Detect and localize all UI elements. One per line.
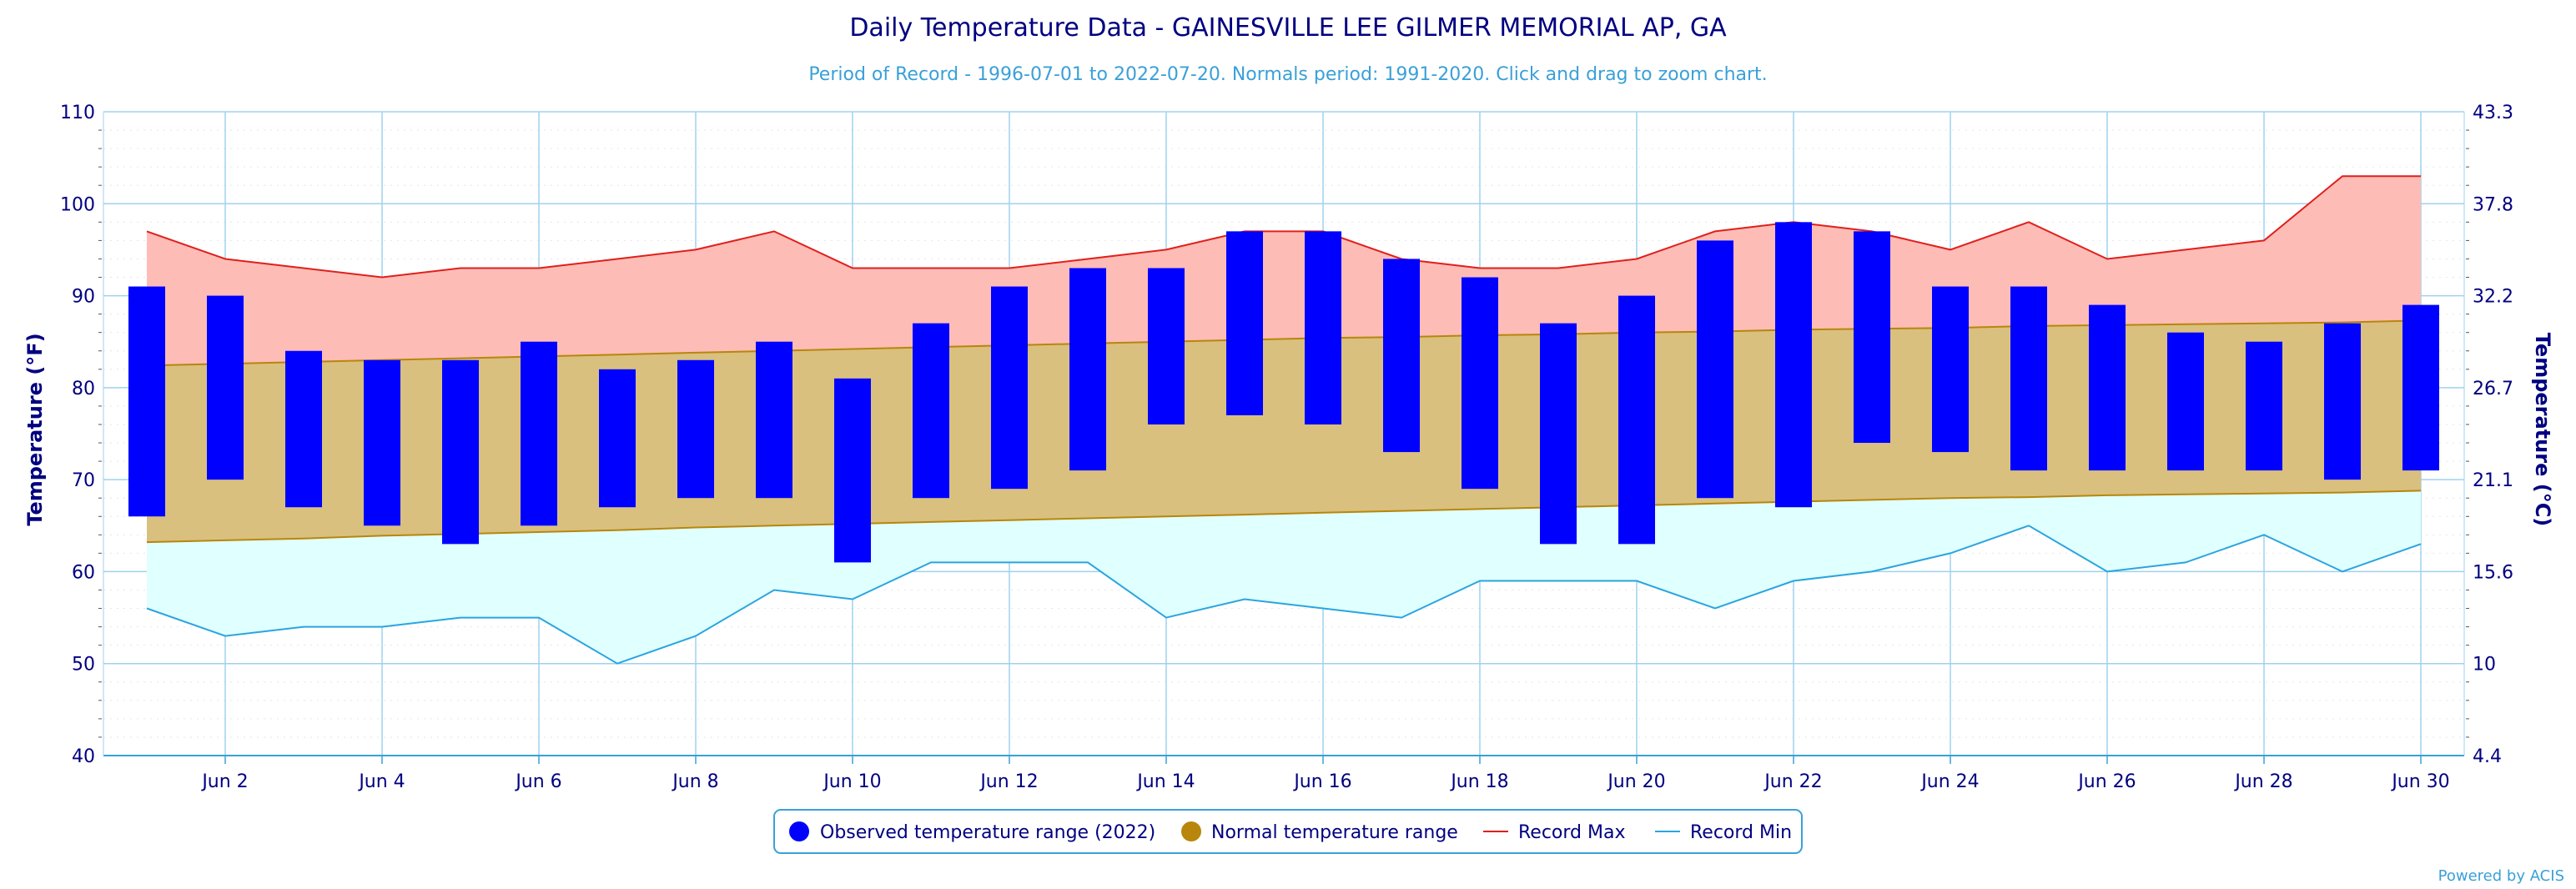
observed-bar (1697, 240, 1733, 499)
y-tick-label-left: 40 (72, 746, 95, 767)
observed-bar (285, 350, 322, 508)
x-tick-label: Jun 18 (1449, 771, 1508, 792)
x-tick-label: Jun 4 (357, 771, 405, 792)
y-tick-label-left: 60 (72, 562, 95, 583)
observed-bar (2246, 341, 2282, 471)
y-tick-label-left: 90 (72, 287, 95, 308)
legend-marker-normal (1181, 821, 1201, 841)
observed-bar (677, 359, 714, 499)
x-tick-label: Jun 28 (2233, 771, 2292, 792)
observed-bar (1069, 268, 1106, 471)
credit-link[interactable]: Powered by ACIS (2438, 867, 2564, 885)
y-tick-label-left: 110 (60, 103, 95, 123)
observed-bar (128, 286, 165, 517)
legend-marker-observed (789, 821, 809, 841)
observed-bar (834, 378, 871, 563)
normal-low-line (146, 490, 2422, 544)
y-tick-label-right: 10 (2473, 655, 2496, 676)
y-tick-label-left: 70 (72, 470, 95, 491)
observed-bar (1226, 231, 1263, 415)
observed-bar (2089, 304, 2126, 471)
observed-bar (521, 341, 557, 526)
observed-bar (1305, 231, 1341, 424)
legend-item-record-min[interactable]: Record Min (1655, 822, 1792, 843)
observed-bar (1932, 286, 1969, 453)
observed-bar (442, 359, 479, 545)
y-tick-label-right: 15.6 (2473, 562, 2513, 583)
record-max-area (147, 176, 2421, 366)
legend-label-record-max: Record Max (1518, 822, 1626, 843)
legend[interactable]: Observed temperature range (2022) Normal… (773, 809, 1803, 854)
x-tick-label: Jun 22 (1763, 771, 1822, 792)
y-axis-title-right: Temperature (°C) (2531, 333, 2554, 527)
record-min-area (147, 490, 2421, 664)
legend-label-record-min: Record Min (1690, 822, 1792, 843)
record-max-line (146, 175, 2421, 279)
x-tick-label: Jun 8 (671, 771, 718, 792)
observed-bar (2324, 323, 2361, 480)
observed-bar (1383, 259, 1420, 453)
x-tick-label: Jun 12 (979, 771, 1038, 792)
observed-bar (756, 341, 792, 499)
legend-item-normal[interactable]: Normal temperature range (1181, 821, 1458, 843)
observed-bar (2167, 332, 2204, 471)
x-tick-label: Jun 2 (200, 771, 248, 792)
observed-bar (207, 295, 244, 480)
y-tick-label-right: 37.8 (2473, 194, 2513, 215)
legend-box (773, 809, 1803, 854)
y-tick-label-right: 32.2 (2473, 287, 2513, 308)
record-min-line (146, 525, 2422, 665)
x-tick-label: Jun 26 (2076, 771, 2136, 792)
observed-bar (2402, 304, 2439, 471)
chart-subtitle: Period of Record - 1996-07-01 to 2022-07… (808, 64, 1767, 85)
observed-bar (1618, 295, 1655, 545)
y-tick-label-left: 50 (72, 655, 95, 676)
y-tick-label-right: 43.3 (2473, 103, 2513, 123)
x-tick-label: Jun 24 (1919, 771, 1979, 792)
x-tick-label: Jun 14 (1135, 771, 1195, 792)
legend-item-observed[interactable]: Observed temperature range (2022) (789, 821, 1155, 843)
observed-bar (2010, 286, 2047, 471)
y-tick-label-right: 21.1 (2473, 470, 2513, 491)
axes: 40 4.4 50 10 60 15.6 70 21.1 80 26.7 90 32.2 100 37.8… (60, 103, 2513, 792)
y-tick-label-left: 80 (72, 379, 95, 399)
y-axis-title-left: Temperature (°F) (23, 333, 47, 525)
chart-title: Daily Temperature Data - GAINESVILLE LEE… (849, 13, 1727, 43)
y-tick-label-right: 26.7 (2473, 379, 2513, 399)
observed-bar (1148, 268, 1185, 424)
x-tick-label: Jun 30 (2390, 771, 2449, 792)
observed-bar (1854, 231, 1890, 444)
legend-label-normal: Normal temperature range (1211, 822, 1458, 843)
y-tick-label-left: 100 (60, 194, 95, 215)
observed-bar (913, 323, 949, 499)
observed-bar (1540, 323, 1577, 545)
legend-label-observed: Observed temperature range (2022) (820, 822, 1155, 843)
normal-range-area (147, 320, 2421, 543)
observed-bar (1775, 222, 1812, 508)
observed-bar (1462, 277, 1498, 490)
legend-item-record-max[interactable]: Record Max (1483, 822, 1626, 843)
x-tick-label: Jun 6 (514, 771, 561, 792)
range-areas (146, 175, 2422, 665)
x-tick-label: Jun 16 (1292, 771, 1351, 792)
x-tick-label: Jun 10 (822, 771, 881, 792)
observed-bars (128, 222, 2439, 563)
y-tick-label-right: 4.4 (2473, 746, 2502, 767)
x-tick-label: Jun 20 (1606, 771, 1665, 792)
observed-bar (991, 286, 1028, 490)
observed-bar (364, 359, 400, 526)
observed-bar (599, 369, 636, 508)
